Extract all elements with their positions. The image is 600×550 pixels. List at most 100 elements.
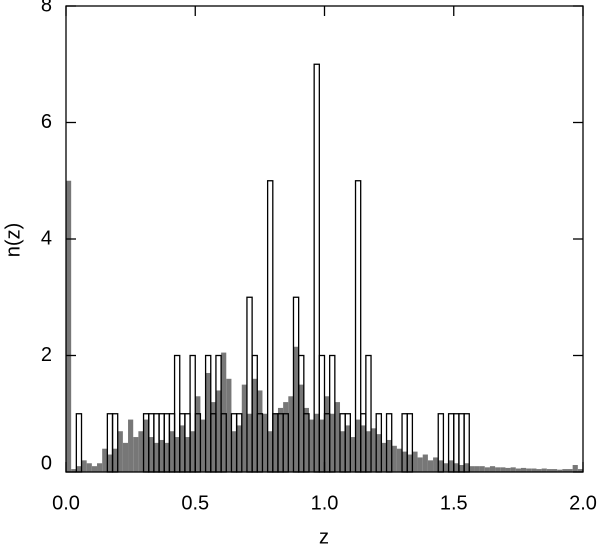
bar [541,468,547,472]
bar [345,425,351,472]
bar [231,431,237,472]
y-tick-label: 0 [41,452,52,474]
x-tick-label: 2.0 [569,492,597,514]
bar [107,454,113,472]
bar [143,419,149,472]
bar [334,402,341,472]
bar [489,466,496,472]
bar [112,448,118,472]
bar [474,466,480,472]
bar [329,413,335,472]
bar [159,439,165,472]
y-tick-label: 2 [41,344,52,366]
bar [551,469,558,472]
bar [174,437,180,472]
bar [148,437,154,472]
x-tick-label: 1.5 [440,492,468,514]
bar [246,413,253,472]
bar [572,465,578,472]
x-tick-label: 0.5 [181,492,209,514]
bar [396,448,403,472]
y-tick-label: 6 [41,111,52,133]
bar [577,469,583,472]
bar [66,180,72,472]
bar [221,352,227,472]
bar [453,463,459,472]
bar [117,431,123,472]
bar [417,457,423,472]
bar [138,431,144,472]
bar [102,448,108,472]
bar [412,451,418,472]
bar [267,431,273,472]
bar [81,460,87,472]
bar [381,442,387,472]
bar [562,469,568,472]
bar [495,467,501,472]
bar [458,465,465,472]
bar [314,413,320,472]
bar [97,463,103,472]
bar [236,425,242,472]
bar [376,434,382,472]
outline-bar [266,180,274,473]
bar [71,469,77,472]
bar [360,425,366,472]
bar [184,437,191,472]
bar [479,466,485,472]
bar [438,460,444,472]
bar [510,467,516,472]
outline-bar [75,413,83,473]
bar [340,431,346,472]
bar [557,469,563,472]
bar [536,469,542,472]
bar [262,413,268,472]
bar [365,431,372,472]
y-axis-label: n(z) [2,223,24,257]
bar [153,442,160,472]
bar [355,419,361,472]
bar [122,442,129,472]
outline-bar [313,63,320,473]
bar [567,469,573,472]
bar [76,466,82,472]
bar [469,466,475,472]
bar [391,445,397,472]
bar [520,467,527,472]
bar [526,468,532,472]
bar [386,439,392,472]
bar [505,467,511,472]
bar [448,460,454,472]
bar [319,419,325,472]
bar [205,372,211,472]
bar [531,468,537,472]
bar [484,467,490,472]
bar [91,466,98,472]
bar [500,467,506,472]
bar [179,425,185,472]
y-tick-label: 8 [41,0,52,16]
bar [226,378,232,472]
bar [546,469,552,472]
x-tick-label: 1.0 [311,492,339,514]
bar [283,402,289,472]
bar [210,402,216,472]
bar [133,437,139,472]
y-tick-label: 4 [41,227,52,249]
bar [277,407,284,472]
bar [288,396,294,472]
bar [298,384,304,472]
bar [308,419,315,472]
bar [86,463,92,472]
bar [407,454,413,472]
bar [464,463,470,472]
bar [241,384,247,472]
x-tick-label: 0.0 [52,492,80,514]
bar [252,378,258,472]
bar [164,442,170,472]
bar [293,346,299,472]
bar [422,454,428,472]
outline-bar [458,413,465,473]
bar [195,396,201,472]
